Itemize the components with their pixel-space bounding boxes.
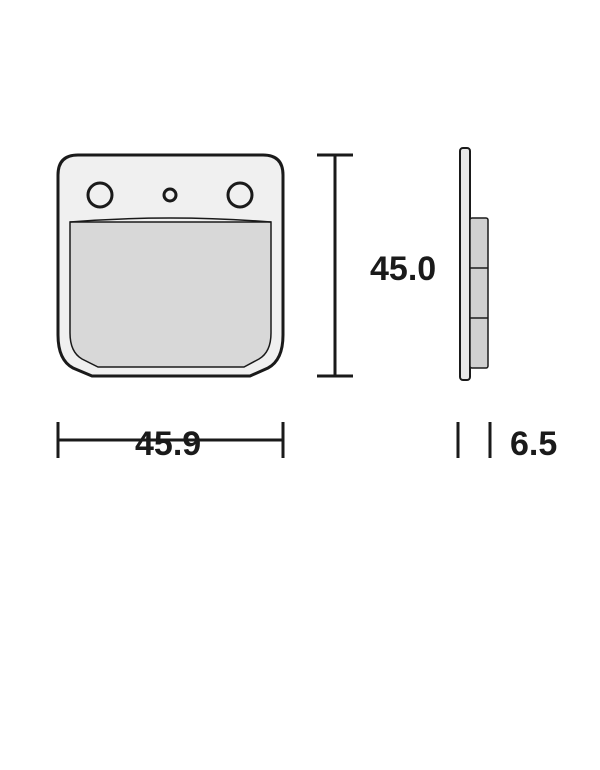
brake-pad-front-view — [58, 155, 283, 376]
brake-pad-side-view — [460, 148, 488, 380]
dimension-height — [317, 155, 353, 376]
dimension-thickness — [458, 422, 490, 458]
width-value: 45.9 — [135, 425, 201, 464]
side-friction-block — [470, 218, 488, 368]
side-backing-plate — [460, 148, 470, 380]
technical-drawing — [0, 0, 600, 770]
friction-surface — [70, 222, 271, 367]
height-value: 45.0 — [370, 250, 436, 289]
thickness-value: 6.5 — [510, 425, 557, 464]
